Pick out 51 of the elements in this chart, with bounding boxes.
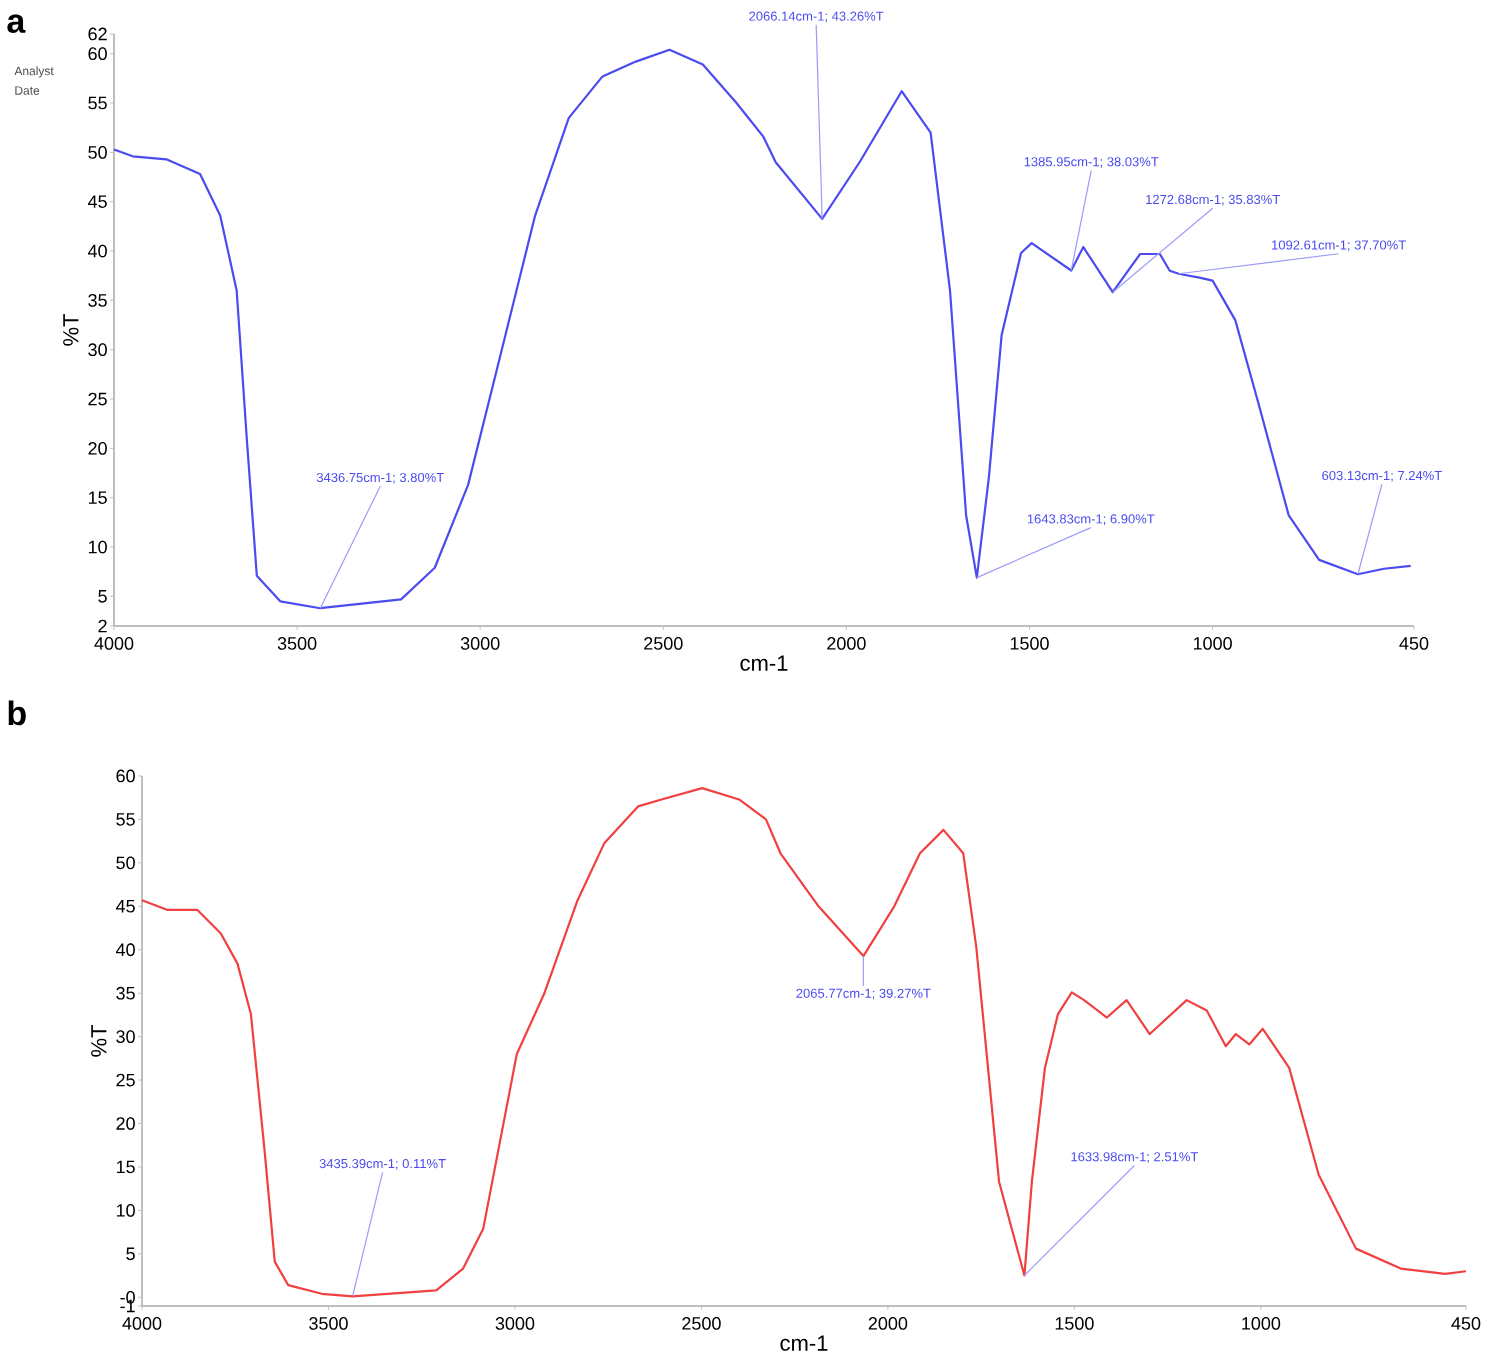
x-tick-label: 450 xyxy=(1451,1317,1481,1330)
y-tick-label: 62 xyxy=(88,27,107,41)
y-tick-label: 45 xyxy=(115,900,135,913)
chart-title: b xyxy=(8,700,26,726)
x-tick-label: 4000 xyxy=(122,1317,162,1330)
x-tick-label: 2500 xyxy=(644,637,683,650)
y-tick-label: 35 xyxy=(116,986,135,1000)
y-tick-label: 10 xyxy=(116,1204,135,1217)
x-tick-label: 4000 xyxy=(94,637,134,650)
y-tick-label: 60 xyxy=(88,47,107,61)
y-tick-label: 35 xyxy=(88,293,107,307)
y-tick-label: 30 xyxy=(88,343,107,357)
x-tick-label: 2000 xyxy=(827,637,866,650)
y-tick-label: -0 xyxy=(120,1290,135,1304)
y-tick-label: 40 xyxy=(115,943,135,957)
y-tick-label: 20 xyxy=(88,441,107,455)
x-tick-label: 1500 xyxy=(1010,637,1049,650)
x-tick-label: 1500 xyxy=(1055,1317,1094,1330)
y-tick-label: 40 xyxy=(87,244,107,258)
line-series xyxy=(140,787,1468,1298)
x-tick-label: 2500 xyxy=(682,1317,721,1330)
x-tick-label: 3500 xyxy=(277,637,317,650)
x-tick-label: 1000 xyxy=(1242,1317,1281,1330)
chart-title: a xyxy=(7,14,26,34)
x-tick-label: 3500 xyxy=(309,1317,348,1330)
y-tick-label: -1 xyxy=(120,1299,135,1313)
y-tick-label: 45 xyxy=(87,195,107,208)
x-tick-label: 3000 xyxy=(460,637,500,650)
y-tick-label: 15 xyxy=(116,1160,135,1174)
y-tick-label: 25 xyxy=(88,392,107,406)
y-tick-label: 55 xyxy=(88,96,107,110)
x-tick-label: 3000 xyxy=(495,1317,535,1330)
y-tick-label: 60 xyxy=(116,769,135,783)
y-tick-label: 2 xyxy=(98,619,107,633)
y-tick-label: 15 xyxy=(88,491,107,504)
y-tick-label: 5 xyxy=(98,590,107,603)
y-tick-label: 55 xyxy=(116,813,135,826)
x-axis-title: cm-1 xyxy=(740,655,788,671)
y-tick-label: 10 xyxy=(88,540,107,554)
y-tick-label: 5 xyxy=(126,1247,135,1261)
y-tick-label: 30 xyxy=(116,1030,135,1044)
x-axis-title: cm-1 xyxy=(780,1335,828,1351)
y-tick-label: 25 xyxy=(116,1073,135,1087)
x-tick-label: 450 xyxy=(1399,637,1429,650)
y-tick-label: 50 xyxy=(88,146,107,159)
y-tick-label: 50 xyxy=(116,856,135,870)
y-tick-label: 20 xyxy=(116,1117,135,1130)
x-tick-label: 2000 xyxy=(868,1317,908,1330)
x-tick-label: 1000 xyxy=(1193,637,1232,650)
y-axis-title: %T xyxy=(63,314,79,346)
y-axis-title: %T xyxy=(91,1024,107,1057)
